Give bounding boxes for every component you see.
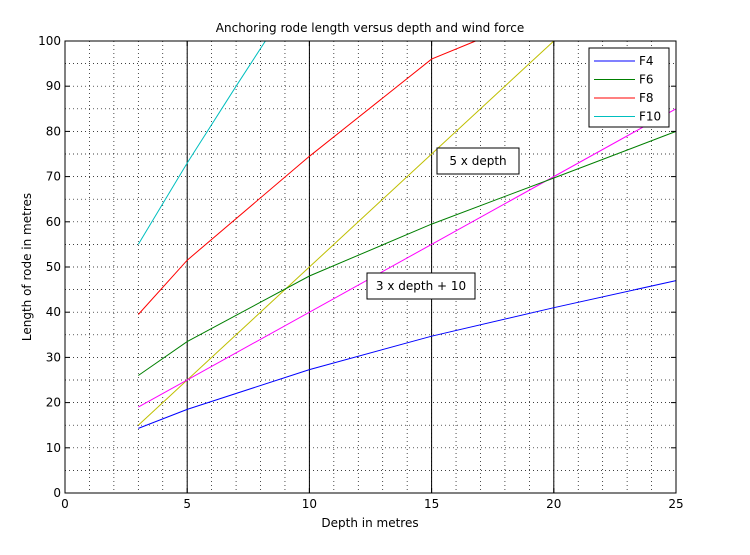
legend-label: F10: [639, 110, 661, 124]
y-tick-label: 40: [46, 305, 61, 319]
y-tick-label: 0: [53, 486, 61, 500]
series-line-f6: [138, 130, 677, 376]
y-tick-label: 30: [46, 350, 61, 364]
x-tick-label: 5: [183, 497, 191, 511]
y-tick-label: 100: [38, 34, 61, 48]
grid: [65, 41, 676, 493]
reference-line-1: [137, 40, 555, 426]
x-tick-label: 10: [302, 497, 317, 511]
series-lines: [137, 40, 677, 429]
legend-item-f6: F6: [594, 73, 654, 87]
series-line-f4: [138, 280, 677, 429]
legend-item-f8: F8: [594, 91, 654, 105]
x-tick-label: 0: [61, 497, 69, 511]
x-tick-label: 25: [668, 497, 683, 511]
y-tick-label: 70: [46, 170, 61, 184]
legend-item-f4: F4: [594, 54, 654, 68]
y-tick-label: 10: [46, 441, 61, 455]
series-line-f8: [137, 40, 476, 315]
vertical-reference-lines: [186, 41, 555, 493]
annotation-box: [436, 147, 520, 175]
y-tick-label: 90: [46, 79, 61, 93]
x-axis-label: Depth in metres: [321, 516, 418, 530]
x-tick-label: 15: [424, 497, 439, 511]
reference-line-2: [138, 108, 677, 408]
y-tick-label: 20: [46, 396, 61, 410]
annotation-text: 3 x depth + 10: [376, 279, 466, 293]
legend-item-f10: F10: [594, 110, 661, 124]
annotation-2: 3 x depth + 10: [366, 272, 476, 300]
annotation-box: [366, 272, 476, 300]
y-tick-label: 60: [46, 215, 61, 229]
legend: F4 F6 F8 F10: [588, 47, 670, 128]
annotations: 5 x depth 3 x depth + 10: [366, 147, 520, 300]
legend-label: F8: [639, 91, 654, 105]
series-line-f10: [137, 40, 266, 245]
annotation-text: 5 x depth: [449, 154, 506, 168]
y-tick-label: 80: [46, 124, 61, 138]
plot-frame: [64, 40, 677, 494]
y-tick-label: 50: [46, 260, 61, 274]
chart-title: Anchoring rode length versus depth and w…: [216, 21, 524, 35]
legend-label: F4: [639, 54, 654, 68]
axis-ticks: 0 5 10 15 20 25 0 10 20 30 40 50 60 70 80 90 100: [38, 34, 684, 511]
legend-label: F6: [639, 73, 654, 87]
x-tick-label: 20: [546, 497, 561, 511]
y-axis-label: Length of rode in metres: [20, 193, 34, 341]
annotation-1: 5 x depth: [436, 147, 520, 175]
